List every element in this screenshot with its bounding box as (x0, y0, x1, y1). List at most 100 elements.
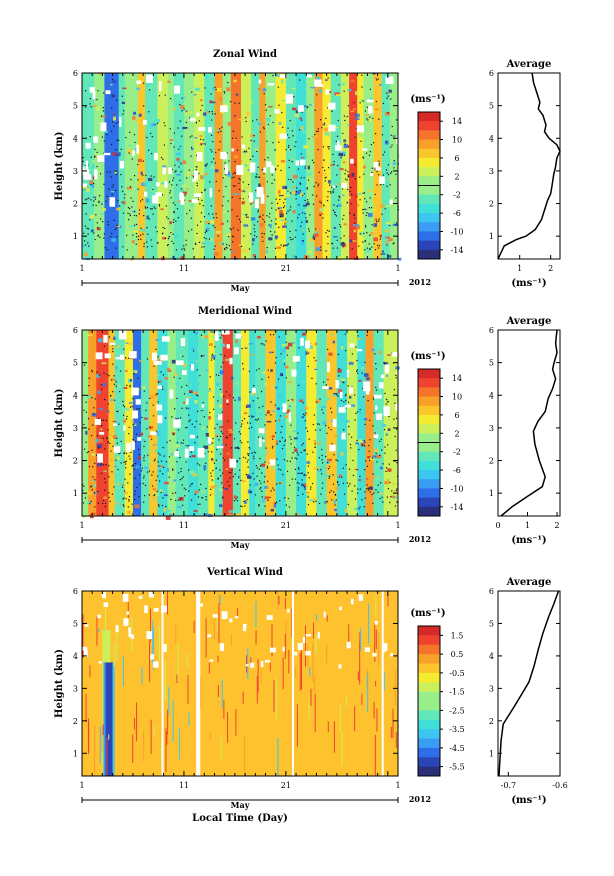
field-cell (141, 386, 146, 389)
field-cell (104, 131, 108, 133)
field-stipple (240, 221, 242, 223)
field-stipple (224, 92, 226, 94)
field-gap (97, 155, 105, 162)
field-cell (170, 452, 173, 456)
field-stipple (176, 461, 178, 463)
field-gap (279, 74, 287, 78)
field-cell (148, 460, 153, 463)
field-stipple (323, 122, 326, 124)
field-cell (334, 435, 339, 438)
field-stipple (115, 385, 117, 387)
field-stipple (103, 183, 105, 185)
field-column (285, 330, 297, 516)
field-cell (381, 485, 384, 488)
field-cell (147, 435, 153, 438)
field-stipple (112, 78, 114, 80)
field-stipple (179, 179, 181, 181)
field-gap (236, 165, 244, 175)
field-cell (163, 507, 167, 512)
field-stipple (144, 484, 147, 487)
field-stipple (363, 192, 366, 194)
field-stipple (87, 242, 89, 244)
field-stipple (180, 498, 182, 500)
field-stipple (299, 183, 301, 185)
field-cell (96, 107, 101, 111)
field-stipple (220, 353, 222, 356)
field-stipple (382, 463, 384, 465)
field-cell (225, 358, 229, 361)
colorbar-tick-label: 14 (452, 117, 462, 126)
field-stipple (372, 425, 374, 427)
field-gap (376, 413, 383, 421)
field-cell (219, 370, 225, 375)
field-cell (199, 142, 205, 145)
field-streak (223, 699, 225, 719)
colorbar-bin (418, 424, 440, 434)
field-gap (163, 644, 167, 653)
field-cell (374, 448, 379, 452)
field-streak (271, 624, 273, 657)
field-cell (123, 387, 128, 389)
field-stipple (255, 464, 257, 467)
field-stipple (262, 240, 264, 242)
field-cell (380, 444, 384, 447)
field-stipple (190, 451, 192, 453)
field-stipple (237, 229, 239, 231)
field-cell (314, 135, 318, 137)
field-stipple (300, 225, 302, 227)
field-cell (240, 423, 245, 425)
field-cell (353, 108, 356, 110)
field-cell (363, 373, 369, 377)
field-stipple (344, 119, 346, 122)
field-stipple (134, 490, 137, 492)
field-stipple (275, 218, 277, 220)
field-cell (379, 466, 383, 470)
field-stipple (146, 227, 148, 229)
field-cell (350, 404, 356, 407)
field-cell (114, 502, 120, 505)
field-stipple (314, 109, 316, 111)
field-stipple (132, 464, 134, 466)
field-stipple (183, 247, 185, 250)
field-cell (341, 151, 346, 156)
field-stipple (92, 424, 94, 426)
field-stipple (262, 168, 264, 171)
field-stipple (308, 438, 310, 440)
field-cell (133, 111, 137, 115)
field-gap (282, 403, 287, 413)
field-stipple (232, 476, 234, 478)
field-stipple (166, 441, 168, 443)
field-stipple (239, 179, 241, 181)
field-stipple (137, 238, 140, 241)
field-cell (388, 101, 393, 103)
field-stipple (130, 197, 132, 199)
field-cell (128, 378, 133, 382)
field-cell (282, 166, 286, 170)
field-burst (112, 662, 115, 776)
field-stipple (220, 475, 222, 477)
field-cell (335, 94, 341, 97)
field-stipple (129, 386, 131, 388)
field-stipple (98, 417, 100, 420)
field-stipple (148, 470, 151, 472)
field-stipple (103, 92, 105, 94)
field-gap (83, 169, 90, 180)
field-streak (256, 675, 258, 704)
field-stipple (181, 484, 183, 486)
field-stipple (125, 498, 127, 500)
field-stipple (94, 155, 96, 157)
field-stipple (224, 355, 226, 357)
field-cell (191, 419, 194, 424)
x-tick-label: 11 (179, 264, 189, 273)
field-cell (135, 87, 140, 91)
field-gap (192, 179, 196, 182)
field-stipple (175, 249, 178, 251)
field-stipple (227, 480, 229, 483)
field-stipple (100, 115, 103, 117)
field-column (222, 330, 234, 516)
field-stipple (178, 472, 180, 474)
field-stipple (377, 244, 379, 246)
field-stipple (343, 381, 345, 384)
field-cell (137, 189, 141, 191)
profile-y-tick-label: 4 (489, 391, 494, 400)
